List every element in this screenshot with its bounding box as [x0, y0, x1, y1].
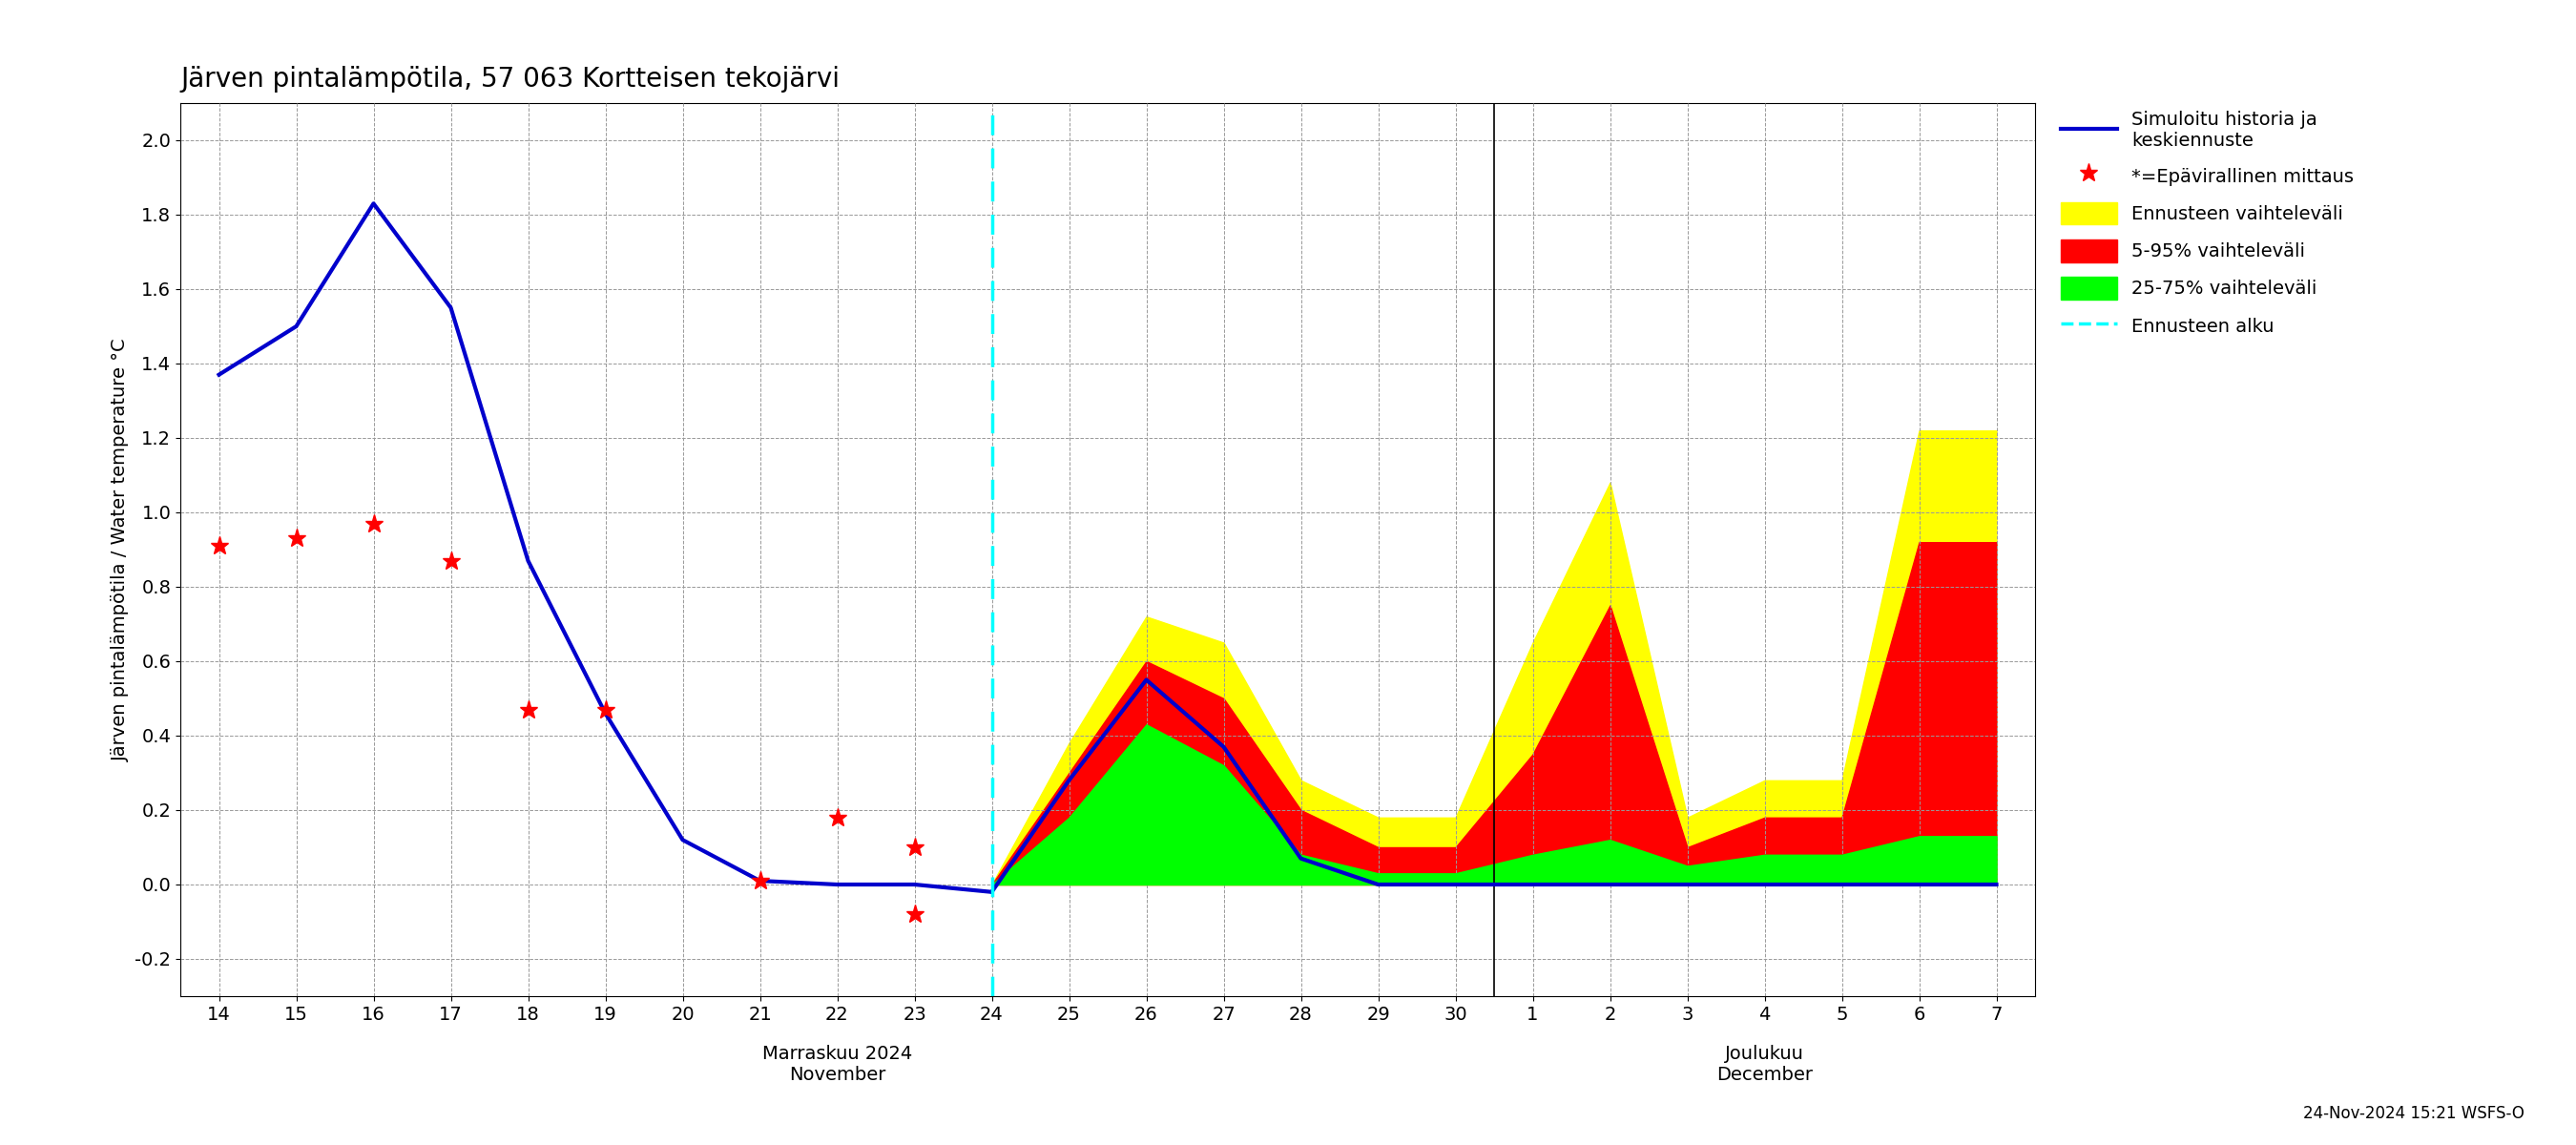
Text: Joulukuu
December: Joulukuu December: [1716, 1044, 1814, 1083]
Text: 24-Nov-2024 15:21 WSFS-O: 24-Nov-2024 15:21 WSFS-O: [2303, 1105, 2524, 1122]
Y-axis label: Järven pintalämpötila / Water temperature °C: Järven pintalämpötila / Water temperatur…: [111, 338, 129, 761]
Legend: Simuloitu historia ja
keskiennuste, *=Epävirallinen mittaus, Ennusteen vaihtelev: Simuloitu historia ja keskiennuste, *=Ep…: [2053, 103, 2362, 345]
Text: Järven pintalämpötila, 57 063 Kortteisen tekojärvi: Järven pintalämpötila, 57 063 Kortteisen…: [180, 66, 840, 93]
Text: Marraskuu 2024
November: Marraskuu 2024 November: [762, 1044, 912, 1083]
